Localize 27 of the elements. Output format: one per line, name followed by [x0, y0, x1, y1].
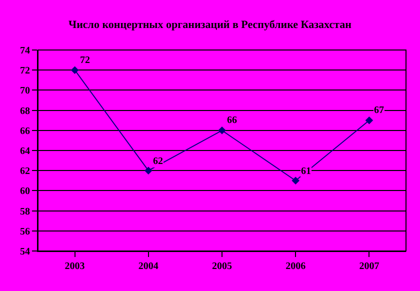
- data-label: 67: [374, 105, 384, 116]
- y-tick-label: 66: [20, 126, 30, 137]
- y-tick-label: 54: [20, 246, 30, 258]
- point: [365, 116, 374, 124]
- y-tick-label: 58: [20, 206, 30, 218]
- x-tick-label: 2004: [138, 261, 158, 272]
- point: [70, 66, 79, 74]
- y-tick-label: 68: [20, 106, 30, 117]
- y-tick-label: 60: [20, 186, 30, 198]
- data-label: 62: [153, 156, 163, 167]
- y-tick-label: 56: [20, 226, 30, 238]
- point: [144, 166, 152, 174]
- x-tick-label: 2003: [64, 261, 85, 272]
- y-tick-label: 74: [20, 46, 30, 56]
- y-tick-label: 72: [20, 66, 30, 77]
- x-tick-label: 2005: [212, 261, 232, 272]
- y-tick-label: 62: [20, 166, 30, 178]
- chart-title: Число концертных организаций в Республике Казахстан: [68, 19, 352, 32]
- point: [218, 126, 226, 134]
- y-tick-label: 70: [20, 86, 30, 97]
- data-label: 72: [80, 55, 90, 66]
- point: [292, 176, 300, 185]
- data-label: 61: [301, 166, 311, 177]
- x-tick-label: 2006: [286, 261, 306, 272]
- x-tick-label: 2007: [359, 261, 380, 272]
- data-label: 66: [227, 115, 237, 126]
- y-tick-label: 64: [20, 146, 30, 157]
